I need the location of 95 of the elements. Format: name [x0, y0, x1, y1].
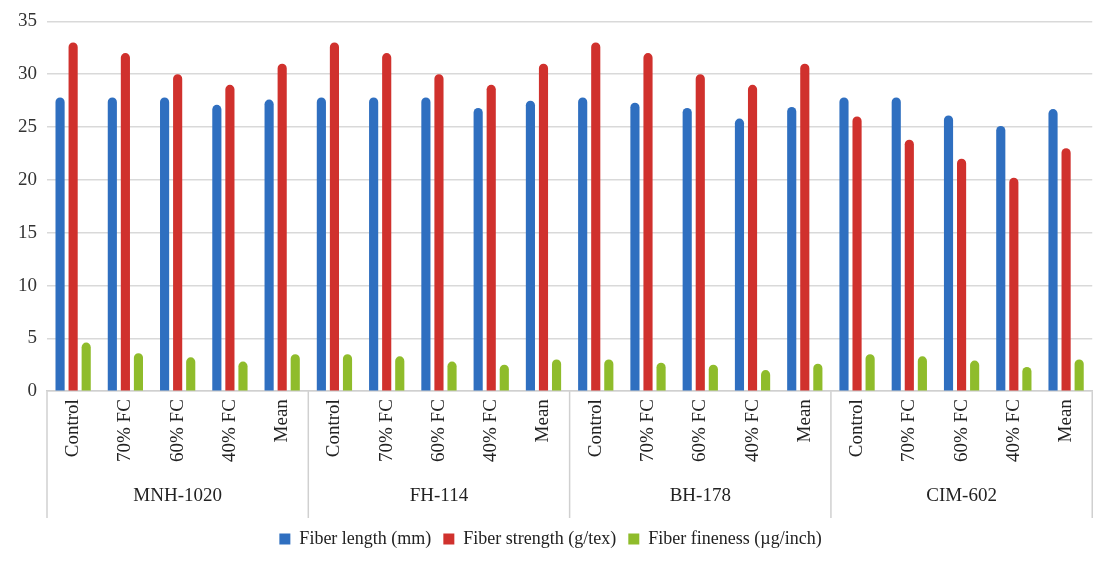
bar	[1048, 109, 1058, 391]
bar	[382, 53, 392, 391]
x-tick-label: Control	[61, 399, 83, 458]
bar	[970, 360, 980, 391]
x-tick-label: Control	[322, 399, 344, 458]
bar	[107, 97, 117, 391]
bar	[434, 74, 444, 391]
bar	[1061, 148, 1071, 391]
bar	[238, 361, 248, 391]
x-tick-label: Control	[845, 399, 867, 458]
bar	[1074, 359, 1084, 391]
bar	[538, 63, 549, 391]
bar	[917, 356, 927, 391]
legend-label: Fiber fineness (µg/inch)	[648, 527, 822, 549]
x-tick-label: 40% FC	[740, 399, 762, 463]
x-tick-label: 60% FC	[165, 399, 187, 463]
x-tick-label: 40% FC	[479, 399, 501, 463]
y-tick-label: 0	[27, 379, 37, 401]
text: FH-114	[409, 483, 469, 505]
text: MNH-1020	[133, 483, 222, 505]
bar	[421, 97, 431, 391]
bar	[813, 363, 823, 391]
x-tick-label: Mean	[270, 398, 292, 443]
bar	[761, 370, 771, 391]
x-tick-label: Mean	[531, 398, 553, 443]
y-tick-label: 5	[27, 326, 37, 348]
bar	[473, 108, 483, 391]
x-tick-label: Mean	[792, 398, 814, 443]
x-tick-label: 40% FC	[1001, 399, 1023, 463]
y-tick-label: 35	[18, 9, 37, 31]
y-tick-label: 20	[18, 167, 37, 189]
bar	[1022, 366, 1032, 391]
x-tick-label: 70% FC	[113, 399, 135, 463]
bar	[734, 118, 745, 391]
bar	[604, 359, 614, 391]
bar	[630, 102, 640, 391]
bar	[551, 359, 562, 391]
bar	[186, 357, 196, 391]
bar	[891, 97, 901, 391]
x-tick-label: 60% FC	[426, 399, 448, 463]
bar	[160, 97, 170, 391]
x-tick-label: 40% FC	[217, 399, 239, 463]
bar	[839, 97, 849, 391]
bar	[747, 84, 758, 391]
bar	[486, 84, 496, 391]
bar	[800, 63, 810, 391]
bar	[447, 361, 457, 391]
y-tick-label: 25	[18, 115, 37, 137]
bar	[225, 84, 235, 391]
bar	[996, 126, 1006, 391]
bar	[212, 104, 222, 391]
x-tick-label: 60% FC	[688, 399, 710, 463]
bar	[787, 106, 797, 391]
bar	[656, 362, 666, 391]
bar	[852, 116, 862, 391]
x-tick-label: Control	[583, 399, 605, 458]
bar	[865, 354, 875, 391]
legend-label: Fiber length (mm)	[299, 527, 432, 549]
bar	[329, 42, 340, 391]
bar	[81, 342, 91, 391]
bar	[55, 97, 65, 391]
x-tick-label: Mean	[1054, 398, 1076, 443]
bar	[957, 158, 967, 391]
x-tick-label: 70% FC	[635, 399, 657, 463]
bar	[708, 364, 718, 391]
y-tick-label: 10	[18, 273, 37, 295]
text: CIM-602	[926, 483, 997, 505]
bar	[120, 53, 130, 391]
bar	[499, 364, 509, 391]
bar	[277, 63, 287, 391]
bar	[264, 99, 274, 391]
text: BH-178	[669, 483, 731, 505]
y-tick-label: 15	[18, 220, 37, 242]
bar	[68, 42, 78, 391]
bar	[342, 354, 353, 391]
bar	[525, 100, 535, 391]
bar	[578, 97, 588, 391]
bar	[316, 97, 326, 391]
bar	[695, 74, 705, 391]
bar	[173, 74, 183, 391]
legend-label: Fiber strength (g/tex)	[463, 527, 617, 549]
bar	[1009, 177, 1019, 391]
bar	[943, 115, 954, 391]
bar	[133, 353, 144, 391]
bar	[290, 354, 300, 391]
bar	[369, 97, 379, 391]
x-tick-label: 60% FC	[949, 399, 971, 463]
x-tick-label: 70% FC	[897, 399, 919, 463]
bar	[904, 139, 914, 391]
x-tick-label: 70% FC	[374, 399, 396, 463]
bar	[643, 53, 653, 391]
bar	[682, 108, 692, 391]
y-tick-label: 30	[18, 62, 37, 84]
bar	[395, 356, 405, 391]
bar	[591, 42, 601, 391]
